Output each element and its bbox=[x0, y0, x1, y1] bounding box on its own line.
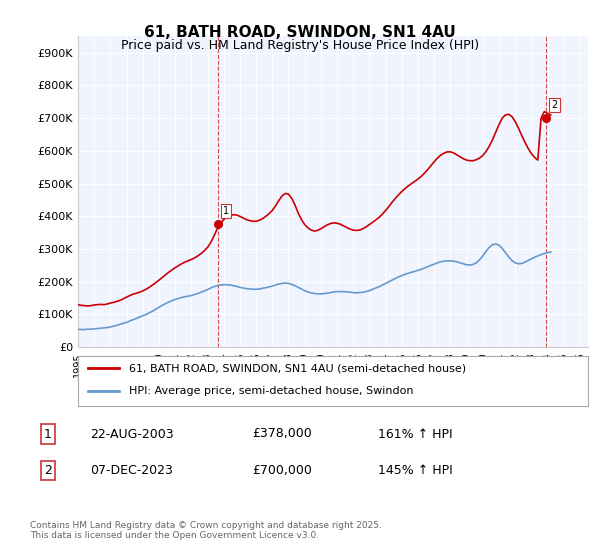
Text: Price paid vs. HM Land Registry's House Price Index (HPI): Price paid vs. HM Land Registry's House … bbox=[121, 39, 479, 52]
Text: 61, BATH ROAD, SWINDON, SN1 4AU: 61, BATH ROAD, SWINDON, SN1 4AU bbox=[144, 25, 456, 40]
Text: 1: 1 bbox=[44, 427, 52, 441]
Text: Contains HM Land Registry data © Crown copyright and database right 2025.
This d: Contains HM Land Registry data © Crown c… bbox=[30, 521, 382, 540]
Text: £378,000: £378,000 bbox=[252, 427, 312, 441]
Point bbox=[213, 219, 223, 228]
Text: 145% ↑ HPI: 145% ↑ HPI bbox=[378, 464, 453, 477]
Text: 22-AUG-2003: 22-AUG-2003 bbox=[90, 427, 173, 441]
Point bbox=[542, 114, 551, 123]
Text: 161% ↑ HPI: 161% ↑ HPI bbox=[378, 427, 452, 441]
Text: 61, BATH ROAD, SWINDON, SN1 4AU (semi-detached house): 61, BATH ROAD, SWINDON, SN1 4AU (semi-de… bbox=[129, 363, 466, 373]
Text: £700,000: £700,000 bbox=[252, 464, 312, 477]
Text: 1: 1 bbox=[223, 206, 229, 216]
Text: 07-DEC-2023: 07-DEC-2023 bbox=[90, 464, 173, 477]
Text: 2: 2 bbox=[551, 100, 557, 110]
Text: 2: 2 bbox=[44, 464, 52, 477]
Text: HPI: Average price, semi-detached house, Swindon: HPI: Average price, semi-detached house,… bbox=[129, 386, 413, 396]
